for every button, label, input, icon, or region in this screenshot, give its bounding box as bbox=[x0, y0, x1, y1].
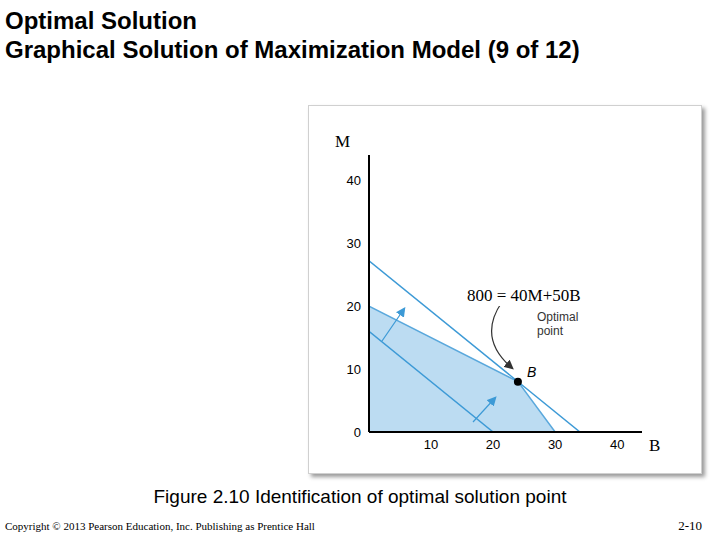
svg-text:10: 10 bbox=[347, 362, 361, 377]
svg-text:40: 40 bbox=[610, 437, 624, 452]
svg-text:30: 30 bbox=[347, 236, 361, 251]
svg-text:40: 40 bbox=[347, 173, 361, 188]
html-text:800 = 40M+50B: 800 = 40M+50B bbox=[467, 286, 581, 305]
svg-text:20: 20 bbox=[347, 299, 361, 314]
html-text:2-10: 2-10 bbox=[678, 518, 702, 533]
svg-text:0: 0 bbox=[354, 425, 361, 440]
html-text:B: B bbox=[649, 436, 661, 455]
svg-text:20: 20 bbox=[486, 437, 500, 452]
html-text:M: M bbox=[335, 132, 351, 151]
html-text:Graphical Solution of Maximiza: Graphical Solution of Maximization Model… bbox=[5, 36, 580, 63]
html-text:Optimal Solution: Optimal Solution bbox=[5, 7, 197, 34]
html-text:Optimal point: Optimal point bbox=[537, 310, 579, 338]
html-text:B: B bbox=[527, 364, 537, 380]
svg-text:30: 30 bbox=[548, 437, 562, 452]
svg-text:10: 10 bbox=[424, 437, 438, 452]
html-text:Copyright © 2013 Pearson Educa: Copyright © 2013 Pearson Education, Inc.… bbox=[5, 520, 315, 532]
html-text:Figure 2.10 Identification of: Figure 2.10 Identification of optimal so… bbox=[153, 486, 567, 507]
